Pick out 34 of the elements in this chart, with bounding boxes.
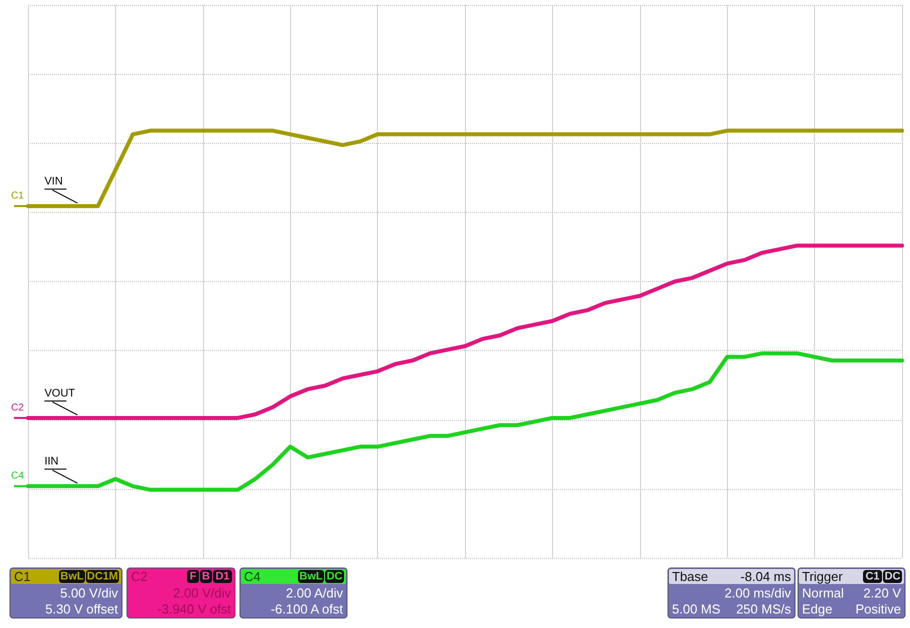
text: BwL (60, 570, 84, 582)
text: Edge (802, 602, 832, 616)
text: 2.00 ms/div (724, 586, 792, 600)
text: BwL (299, 570, 323, 582)
text: -6.100 A ofst (270, 602, 344, 616)
series-label: VOUT (44, 387, 76, 400)
text: C4 (244, 569, 261, 584)
text: 250 MS/s (736, 602, 792, 616)
text: DC (326, 570, 342, 582)
text: D1 (215, 570, 230, 582)
text: Positive (855, 602, 901, 616)
text: Normal (802, 586, 844, 600)
text: 2.00 A/div (286, 586, 344, 600)
text: 5.00 V/div (60, 586, 118, 600)
text: 2.20 V (863, 586, 902, 600)
text: C4 (11, 470, 24, 482)
text: Tbase (672, 569, 708, 584)
text: C2 (11, 402, 24, 414)
text: -8.04 ms (740, 569, 792, 584)
text: Trigger (802, 569, 844, 584)
series-label: IIN (44, 456, 59, 468)
text: C1 (865, 570, 880, 582)
text: C1 (14, 569, 31, 584)
text: 5.00 MS (672, 602, 721, 616)
text: 5.30 V offset (45, 602, 118, 616)
text: C2 (131, 569, 148, 584)
text: DC (884, 570, 900, 582)
text: C1 (11, 190, 24, 202)
text: B (202, 570, 210, 582)
text: F (190, 570, 197, 582)
series-label: VIN (44, 176, 63, 188)
text: 2.00 V/div (173, 586, 232, 600)
text: DC1M (86, 570, 118, 582)
text: -3.940 V ofst (157, 602, 232, 616)
